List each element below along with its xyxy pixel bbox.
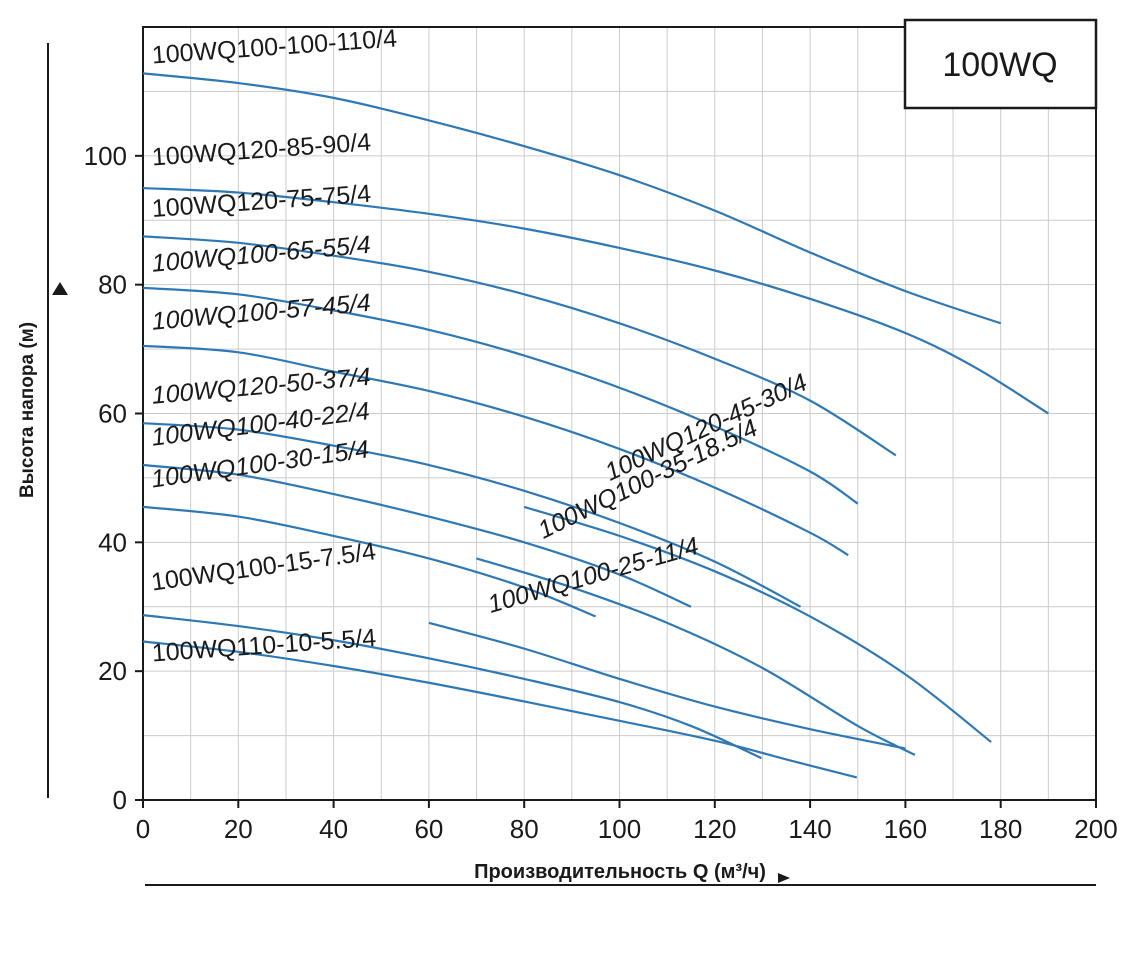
svg-text:Высота напора (м): Высота напора (м): [17, 322, 38, 498]
svg-text:20: 20: [224, 814, 253, 844]
svg-text:60: 60: [414, 814, 443, 844]
svg-text:100: 100: [84, 141, 127, 171]
svg-text:100WQ100-15-7.5/4: 100WQ100-15-7.5/4: [149, 537, 377, 596]
svg-text:100WQ120-85-90/4: 100WQ120-85-90/4: [151, 128, 372, 171]
svg-text:100WQ120-75-75/4: 100WQ120-75-75/4: [151, 180, 372, 223]
svg-text:120: 120: [693, 814, 736, 844]
svg-text:140: 140: [788, 814, 831, 844]
svg-text:60: 60: [98, 399, 127, 429]
svg-text:160: 160: [884, 814, 927, 844]
svg-text:20: 20: [98, 656, 127, 686]
svg-text:80: 80: [510, 814, 539, 844]
svg-text:100WQ100-57-45/4: 100WQ100-57-45/4: [151, 289, 372, 336]
svg-text:100WQ120-45-30/4: 100WQ120-45-30/4: [601, 368, 812, 486]
svg-text:100WQ100-25-11/4: 100WQ100-25-11/4: [485, 532, 702, 619]
svg-text:80: 80: [98, 270, 127, 300]
svg-text:Производительность Q (м³/ч): Производительность Q (м³/ч): [474, 861, 766, 883]
svg-text:100WQ100-35-18.5/4: 100WQ100-35-18.5/4: [534, 414, 762, 545]
svg-text:180: 180: [979, 814, 1022, 844]
svg-text:40: 40: [98, 527, 127, 557]
svg-text:100WQ: 100WQ: [942, 46, 1057, 84]
svg-text:0: 0: [136, 814, 150, 844]
svg-text:200: 200: [1074, 814, 1117, 844]
svg-text:100: 100: [598, 814, 641, 844]
svg-text:100WQ100-100-110/4: 100WQ100-100-110/4: [151, 24, 398, 69]
svg-text:40: 40: [319, 814, 348, 844]
svg-text:0: 0: [113, 785, 127, 815]
